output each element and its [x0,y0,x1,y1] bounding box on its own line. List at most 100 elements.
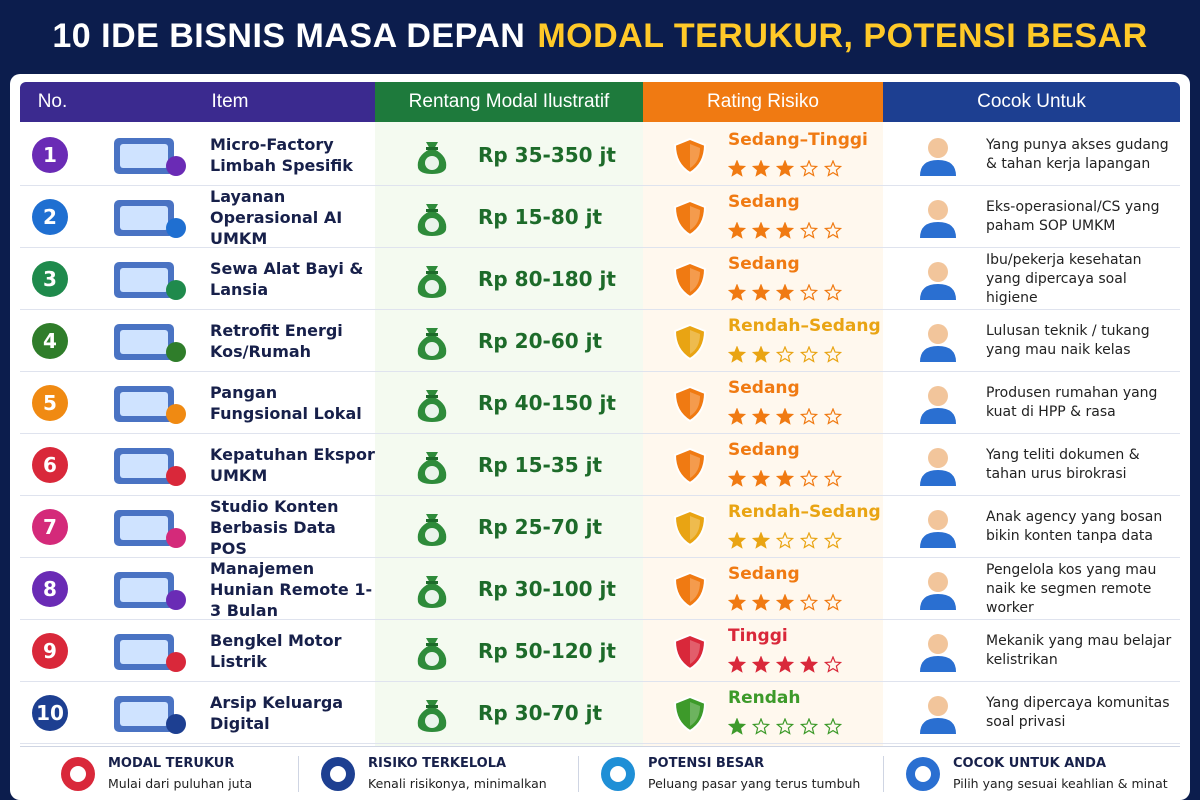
fit-text: Yang dipercaya komunitas soal privasi [986,695,1170,730]
modal-range: Rp 30-70 jt [478,701,603,725]
title: 10 IDE BISNIS MASA DEPAN [52,16,526,55]
star-rating [728,346,843,363]
risk-shield [673,199,707,237]
risk-shield [673,137,707,175]
risk-shield [673,447,707,485]
person-icon [920,138,956,176]
footer-text: Mulai dari puluhan juta [108,776,253,791]
risk-rating: Rendah–Sedang [728,502,881,522]
modal-range: Rp 25-70 jt [478,515,603,539]
risk-rating: Sedang [728,564,800,584]
star-rating [728,594,843,611]
risk-rating: Sedang [728,254,800,274]
risk-rating: Sedang [728,192,800,212]
person-icon [920,634,956,672]
money-bag [417,142,447,174]
item-name: Bengkel Motor Listrik [210,631,342,671]
footer-title: COCOK UNTUK ANDA [953,756,1107,771]
footer-text: Peluang pasar yang terus tumbuh [648,776,861,791]
risk-rating: Sedang [728,440,800,460]
fit-text: Mekanik yang mau belajar kelistrikan [986,633,1172,668]
person-icon [920,696,956,734]
table-row: 1 Micro-Factory Limbah Spesifik Rp 35-350 … [20,124,1180,186]
star-rating [728,284,843,301]
table-row: 10 Arsip Keluarga Digital Rp 30-70 jt Renda… [20,682,1180,744]
table-row: 4 Retrofit Energi Kos/Rumah Rp 20-60 jt Ren… [20,310,1180,372]
footer-separator [883,756,884,792]
footer-item: MODAL TERUKUR Mulai dari puluhan juta [60,752,330,796]
modal-range: Rp 15-80 jt [478,205,603,229]
table-row: 2 Layanan Operasional AI UMKM Rp 15-80 jt S… [20,186,1180,248]
row-number: 8 [32,571,68,607]
column-header: Rentang Modal Ilustratif [375,82,643,122]
item-icon [114,138,186,176]
money-bag [417,452,447,484]
modal-range: Rp 50-120 jt [478,639,616,663]
fit-text: Yang teliti dokumen & tahan urus birokra… [986,447,1140,482]
item-name: Manajemen Hunian Remote 1-3 Bulan [210,558,373,620]
item-icon [114,696,186,734]
risk-shield [673,261,707,299]
star-rating [728,160,843,177]
money-bag [417,266,447,298]
row-number: 2 [32,199,68,235]
row-number: 10 [32,695,68,731]
item-name: Retrofit Energi Kos/Rumah [210,321,343,361]
star-rating [728,222,843,239]
modal-range: Rp 15-35 jt [478,453,603,477]
fit-text: Ibu/pekerja kesehatan yang dipercaya soa… [986,251,1142,306]
money-bag [417,700,447,732]
star-rating [728,532,843,549]
risk-rating: Rendah [728,688,801,708]
money-bag [417,204,447,236]
item-name: Layanan Operasional AI UMKM [210,186,343,248]
column-header: Rating Risiko [643,82,883,122]
modal-range: Rp 20-60 jt [478,329,603,353]
footer-icon [321,757,355,791]
row-number: 1 [32,137,68,173]
item-name: Arsip Keluarga Digital [210,693,344,733]
money-bag [417,638,447,670]
table-row: 7 Studio Konten Berbasis Data POS Rp 25-70… [20,496,1180,558]
table-row: 3 Sewa Alat Bayi & Lansia Rp 80-180 jt Seda… [20,248,1180,310]
table-row: 9 Bengkel Motor Listrik Rp 50-120 jt Tinggi… [20,620,1180,682]
item-icon [114,510,186,548]
modal-range: Rp 30-100 jt [478,577,616,601]
footer-text: Pilih yang sesuai keahlian & minat [953,776,1168,791]
title-highlight: MODAL TERUKUR, POTENSI BESAR [537,16,1148,55]
item-icon [114,262,186,300]
item-name: Sewa Alat Bayi & Lansia [210,259,364,299]
modal-range: Rp 35-350 jt [478,143,616,167]
item-icon [114,386,186,424]
footer-icon [906,757,940,791]
risk-shield [673,385,707,423]
footer-icon [61,757,95,791]
title-bar: 10 IDE BISNIS MASA DEPAN MODAL TERUKUR, … [0,0,1200,72]
footer-divider [20,746,1180,747]
star-rating [728,470,843,487]
row-number: 7 [32,509,68,545]
star-rating [728,718,843,735]
item-icon [114,448,186,486]
table-row: 5 Pangan Fungsional Lokal Rp 40-150 jt Seda… [20,372,1180,434]
footer-separator [298,756,299,792]
fit-text: Anak agency yang bosan bikin konten tanp… [986,509,1163,544]
star-rating [728,408,843,425]
footer-item: POTENSI BESAR Peluang pasar yang terus tu… [578,752,870,796]
money-bag [417,390,447,422]
row-number: 4 [32,323,68,359]
fit-text: Yang punya akses gudang & tahan kerja la… [986,137,1169,172]
footer-item: COCOK UNTUK ANDA Pilih yang sesuai keahli… [883,752,1175,796]
modal-range: Rp 80-180 jt [478,267,616,291]
item-icon [114,634,186,672]
risk-shield [673,571,707,609]
person-icon [920,448,956,486]
column-header: No. [20,82,85,122]
risk-rating: Rendah–Sedang [728,316,881,336]
fit-text: Pengelola kos yang mau naik ke segmen re… [986,561,1157,616]
person-icon [920,572,956,610]
footer-icon [601,757,635,791]
row-number: 5 [32,385,68,421]
person-icon [920,200,956,238]
